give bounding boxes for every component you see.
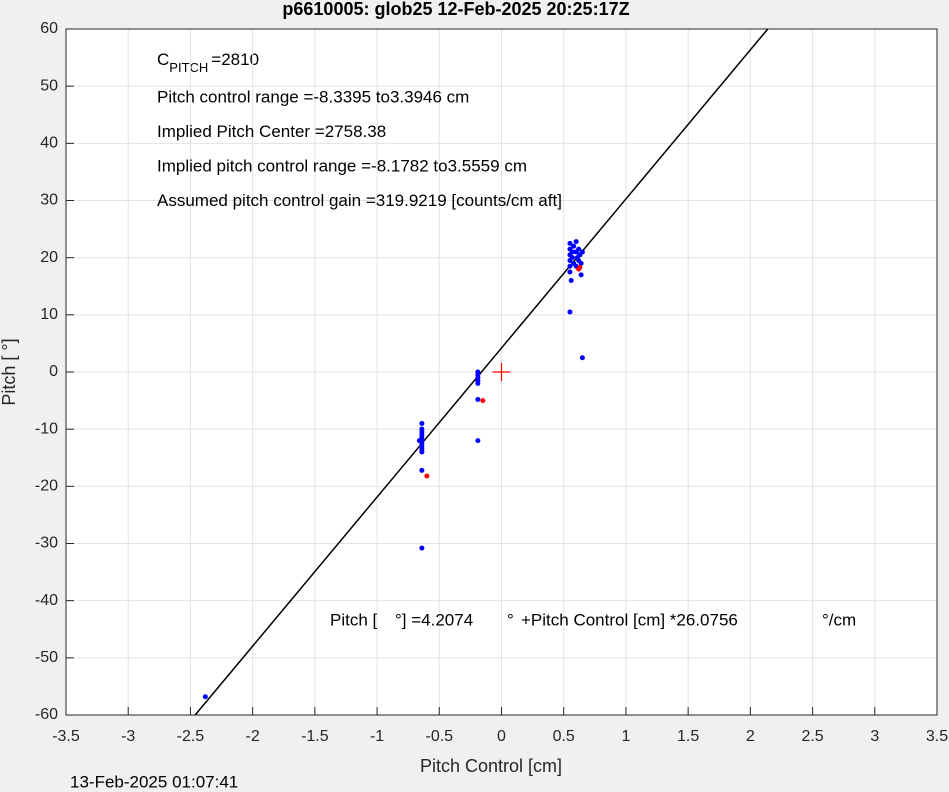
x-tick-label: 3 xyxy=(870,728,879,745)
y-axis-label: Pitch [ °] xyxy=(0,338,19,405)
data-point xyxy=(567,240,573,246)
data-point xyxy=(424,473,430,479)
data-point xyxy=(568,278,574,284)
x-tick-label: 0 xyxy=(497,728,506,745)
axes-box xyxy=(65,28,938,716)
x-tick-label: -0.5 xyxy=(425,728,453,745)
fit-line xyxy=(194,28,769,716)
footer-date: 13-Feb-2025 01:07:41 xyxy=(70,772,238,791)
y-tick-label: 10 xyxy=(40,306,58,323)
x-tick-label: -1 xyxy=(370,728,384,745)
data-point xyxy=(569,249,575,255)
x-tick-label: -2.5 xyxy=(177,728,205,745)
x-tick-label: 3.5 xyxy=(926,728,948,745)
data-point xyxy=(578,272,584,278)
y-tick-label: -60 xyxy=(35,706,58,723)
x-tick-label: 1.5 xyxy=(677,728,699,745)
x-tick-label: 1 xyxy=(621,728,630,745)
x-axis-label: Pitch Control [cm] xyxy=(420,756,562,776)
x-tick-label: -1.5 xyxy=(301,728,329,745)
data-point xyxy=(579,249,585,255)
data-point xyxy=(475,396,481,402)
x-tick-label: -2 xyxy=(246,728,260,745)
y-tick-label: 40 xyxy=(40,135,58,152)
annotation: Pitch control range =-8.3395 to3.3946 cm xyxy=(157,87,469,106)
data-point xyxy=(576,246,582,252)
data-point xyxy=(579,355,585,361)
y-tick-label: 50 xyxy=(40,77,58,94)
x-tick-label: 2.5 xyxy=(801,728,823,745)
c-value: =2810 xyxy=(211,50,259,69)
data-point xyxy=(475,380,481,386)
annotation: Assumed pitch control gain =319.9219 [co… xyxy=(157,191,562,210)
x-tick-label: -3.5 xyxy=(52,728,80,745)
y-tick-label: 30 xyxy=(40,192,58,209)
data-point xyxy=(573,239,579,245)
data-point xyxy=(571,243,577,249)
fit-annotation: °/cm xyxy=(822,610,856,629)
data-point xyxy=(576,266,582,272)
data-point xyxy=(567,269,573,275)
data-point xyxy=(419,545,425,551)
data-point xyxy=(419,420,425,426)
c-symbol: C xyxy=(157,50,169,69)
annotation: CPITCH =2810 xyxy=(157,50,259,75)
annotation: Implied pitch control range =-8.1782 to3… xyxy=(157,156,527,175)
fit-annotation: °] =4.2074 xyxy=(395,610,473,629)
data-point xyxy=(419,467,425,473)
y-tick-label: -10 xyxy=(35,420,58,437)
center-marker xyxy=(492,363,511,381)
x-tick-label: -3 xyxy=(121,728,135,745)
fit-annotation: Pitch [ xyxy=(330,610,378,629)
y-tick-label: 20 xyxy=(40,249,58,266)
data-point xyxy=(578,260,584,266)
data-point xyxy=(419,449,425,455)
x-tick-label: 2 xyxy=(746,728,755,745)
data-point xyxy=(567,263,573,269)
x-tick-label: 0.5 xyxy=(553,728,575,745)
c-subscript: PITCH xyxy=(169,60,208,75)
fit-annotation: +Pitch Control [cm] *26.0756 xyxy=(521,610,738,629)
y-tick-label: 60 xyxy=(40,20,58,37)
data-point xyxy=(567,309,573,315)
data-point xyxy=(475,438,481,444)
fit-annotation: ° xyxy=(507,610,514,629)
y-tick-label: -20 xyxy=(35,478,58,495)
y-tick-label: -30 xyxy=(35,535,58,552)
y-tick-label: 0 xyxy=(49,363,58,380)
chart-title: p6610005: glob25 12-Feb-2025 20:25:17Z xyxy=(282,0,629,19)
data-point xyxy=(416,438,422,444)
data-point xyxy=(569,255,575,261)
y-tick-label: -40 xyxy=(35,592,58,609)
data-point xyxy=(480,398,486,404)
y-tick-label: -50 xyxy=(35,649,58,666)
data-point xyxy=(202,694,208,700)
annotation: Implied Pitch Center =2758.38 xyxy=(157,122,386,141)
